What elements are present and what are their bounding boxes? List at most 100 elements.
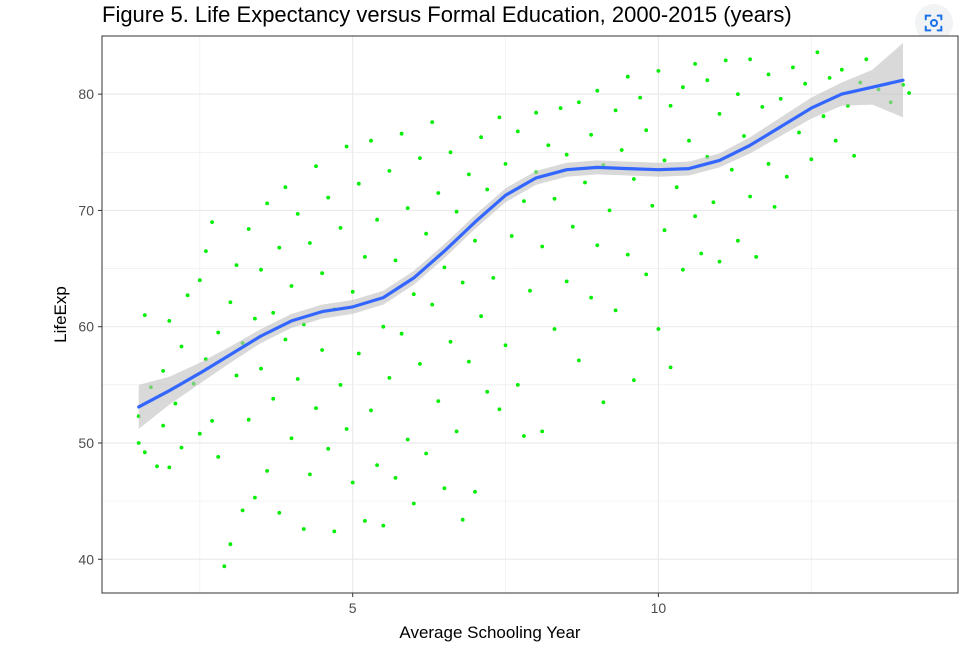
data-point	[540, 244, 545, 249]
data-point	[589, 295, 593, 300]
data-point	[729, 167, 734, 172]
data-point	[460, 517, 465, 522]
data-point	[308, 472, 312, 477]
x-tick-label: 10	[651, 600, 667, 616]
data-point	[430, 302, 435, 307]
data-point	[479, 135, 483, 140]
data-point	[259, 267, 263, 272]
data-point	[399, 331, 404, 336]
data-point	[515, 129, 520, 134]
data-point	[742, 134, 746, 138]
data-point	[638, 95, 642, 100]
data-point	[289, 284, 294, 288]
data-point	[197, 278, 202, 283]
data-point	[460, 280, 465, 285]
data-point	[577, 358, 581, 363]
smooth-line	[137, 78, 905, 409]
data-point	[356, 351, 361, 356]
data-point	[760, 105, 765, 109]
lens-scan-icon	[923, 12, 945, 34]
data-point	[558, 106, 563, 110]
data-point	[265, 469, 269, 473]
data-point	[418, 362, 422, 366]
data-point	[509, 234, 514, 238]
data-point	[625, 252, 630, 257]
data-point	[485, 187, 490, 192]
data-point	[344, 427, 349, 431]
data-point	[210, 220, 215, 225]
data-point	[632, 378, 636, 383]
data-point	[687, 138, 691, 143]
data-point	[320, 271, 324, 276]
data-point	[363, 255, 367, 259]
data-point	[387, 169, 392, 173]
data-point	[326, 195, 331, 200]
data-point	[589, 132, 593, 137]
data-point	[748, 57, 752, 62]
data-point	[314, 406, 318, 410]
data-point	[246, 417, 251, 422]
data-point	[271, 396, 276, 401]
data-point	[595, 243, 600, 248]
data-point	[601, 400, 606, 405]
data-point	[705, 78, 710, 83]
data-point	[216, 455, 221, 459]
panel-border	[101, 35, 959, 594]
data-point	[411, 292, 416, 297]
data-point	[503, 162, 508, 166]
data-point	[644, 272, 649, 277]
y-tick-label: 50	[78, 435, 94, 451]
data-point	[161, 423, 166, 428]
data-point	[387, 376, 392, 380]
data-point	[234, 373, 239, 378]
data-point	[522, 434, 526, 438]
data-point	[179, 445, 184, 450]
data-point	[399, 131, 404, 136]
data-point	[772, 205, 777, 209]
data-point	[375, 217, 379, 222]
data-point	[240, 508, 245, 513]
data-point	[736, 92, 740, 96]
data-point	[356, 181, 361, 186]
data-point	[454, 429, 459, 434]
data-point	[283, 185, 288, 190]
data-point	[454, 209, 459, 214]
data-point	[662, 228, 667, 233]
data-point	[497, 407, 502, 412]
y-tick-label: 80	[78, 86, 94, 102]
data-point	[289, 436, 294, 441]
data-point	[809, 157, 814, 162]
data-point	[656, 327, 661, 331]
data-point	[430, 120, 435, 124]
data-point	[754, 255, 759, 259]
data-point	[277, 510, 282, 515]
data-point	[314, 164, 318, 169]
data-point	[185, 293, 190, 298]
data-point	[228, 542, 233, 547]
data-point	[644, 128, 649, 133]
data-point	[197, 431, 202, 436]
data-point	[332, 529, 337, 534]
data-point	[338, 383, 343, 387]
data-point	[552, 327, 557, 331]
data-point	[540, 429, 545, 434]
data-point	[442, 265, 447, 270]
data-point	[338, 226, 343, 230]
data-point	[570, 224, 575, 229]
data-point	[173, 401, 178, 406]
data-point	[350, 480, 355, 485]
y-tick-label: 70	[78, 202, 94, 218]
data-point	[723, 58, 728, 63]
data-point	[748, 194, 752, 199]
data-point	[161, 369, 166, 373]
data-point	[167, 319, 172, 323]
data-point	[277, 245, 282, 250]
data-point	[259, 366, 263, 371]
data-point	[344, 144, 349, 149]
data-point	[693, 214, 697, 219]
data-point	[363, 519, 367, 523]
data-point	[448, 150, 453, 155]
data-point	[405, 206, 410, 211]
